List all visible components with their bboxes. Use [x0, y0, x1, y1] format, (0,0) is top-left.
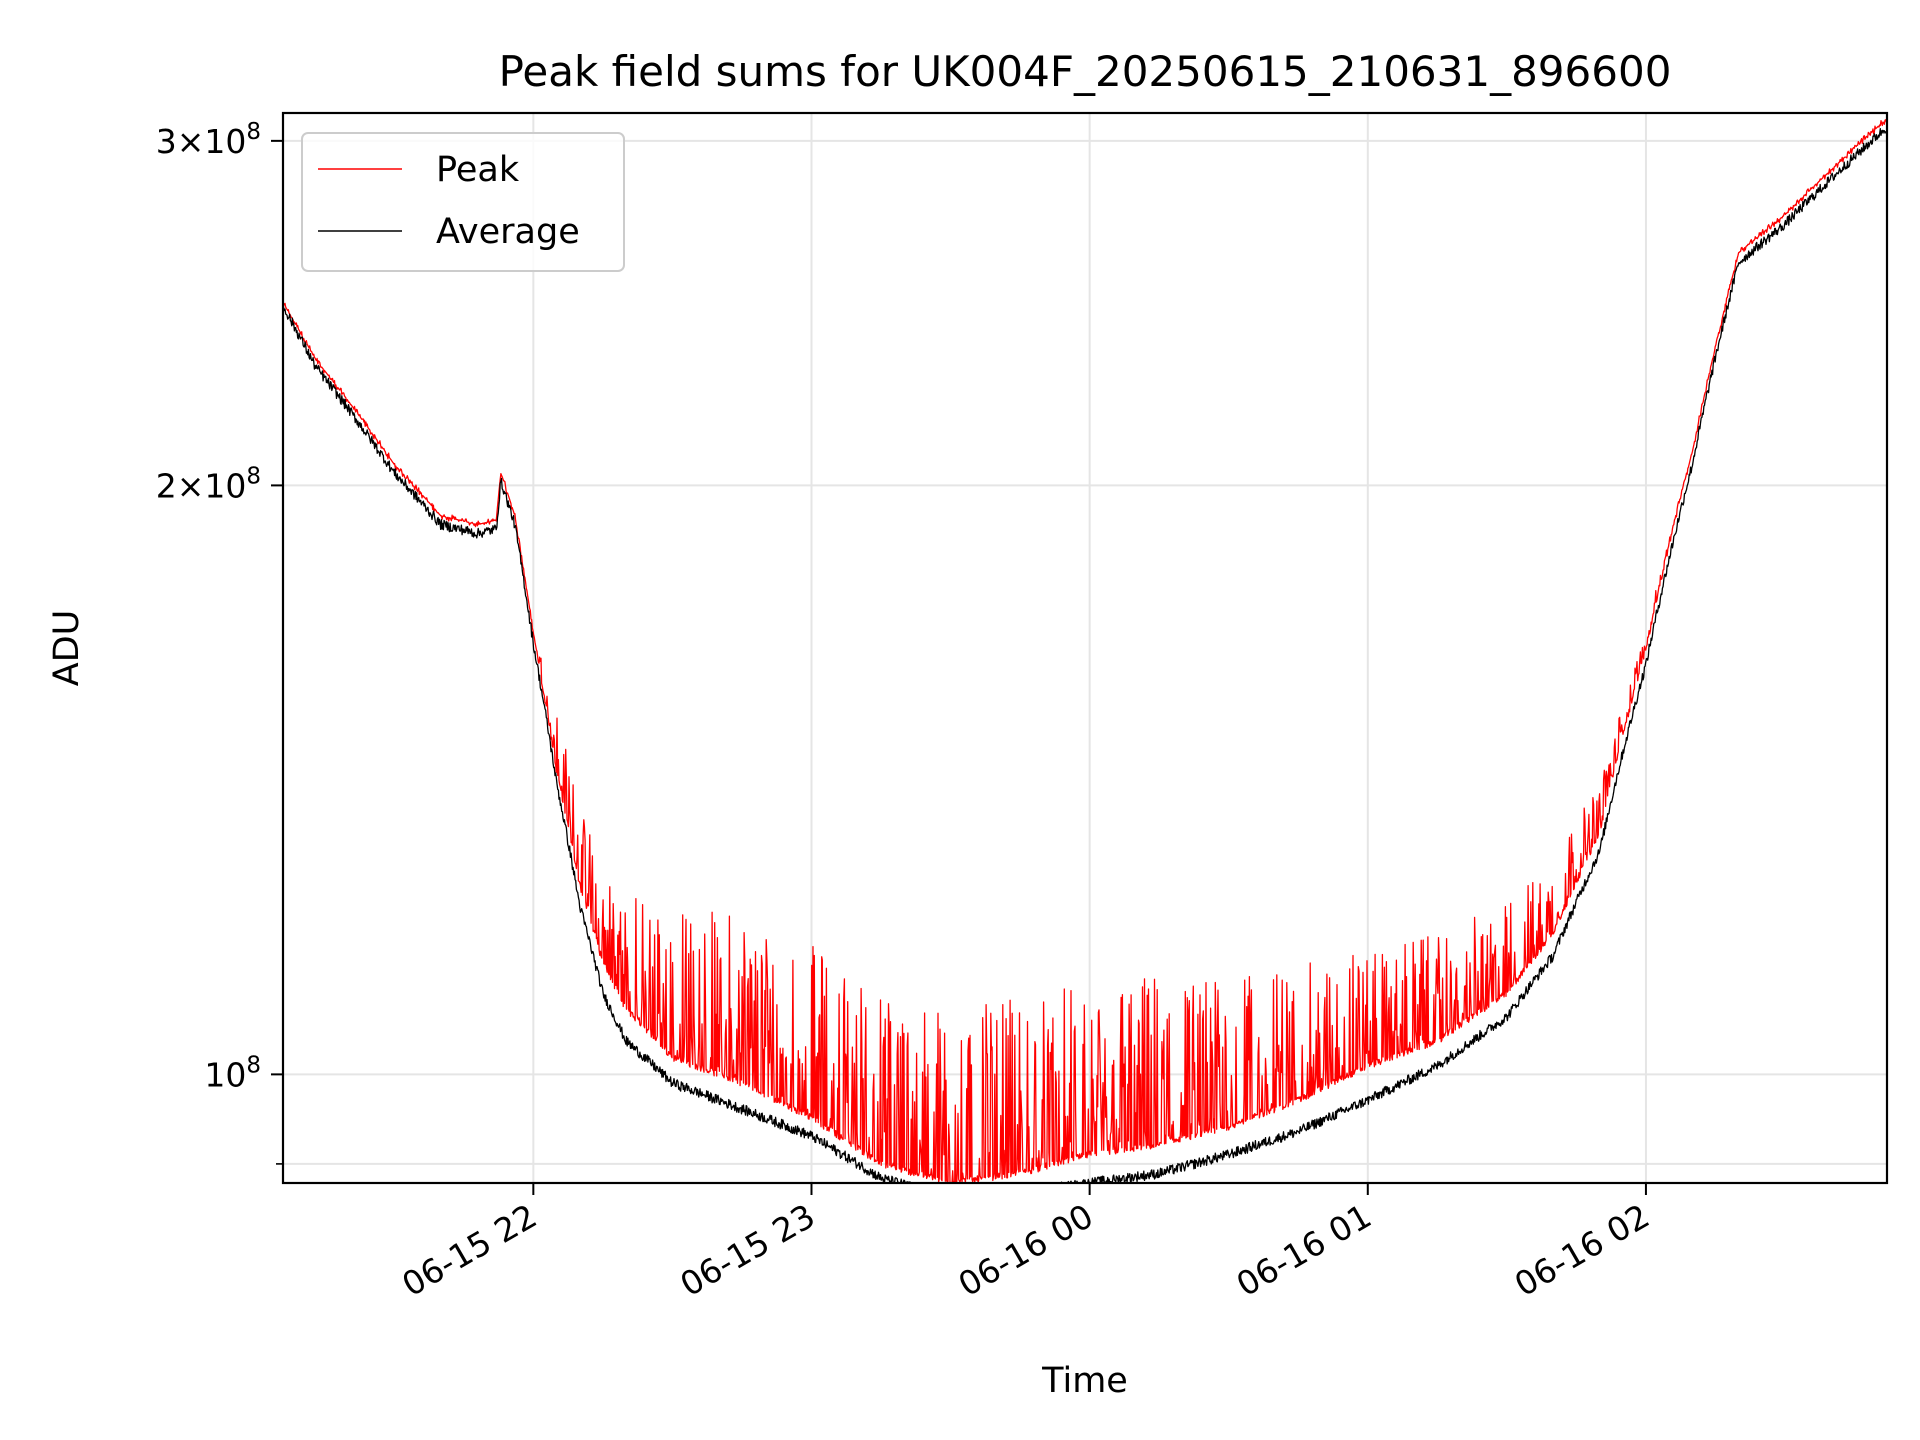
plot-frame [281, 111, 1889, 1185]
series-line-average [282, 128, 1888, 1184]
y-axis-title: ADU [47, 610, 87, 687]
y-tick-label: 108 [204, 1052, 261, 1094]
legend-label-average: Average [436, 212, 580, 252]
series-line-peak [282, 118, 1888, 1184]
chart-title: Peak field sums for UK004F_20250615_2106… [499, 47, 1672, 96]
y-tick-label: 3×108 [156, 119, 261, 161]
legend-box [301, 132, 625, 272]
grid [283, 113, 1887, 1183]
x-axis-title: Time [1041, 1361, 1128, 1401]
y-tick-label: 2×108 [156, 463, 261, 505]
series-layer [282, 118, 1888, 1184]
legend: Peak Average [301, 132, 625, 272]
legend-label-peak: Peak [436, 150, 520, 190]
